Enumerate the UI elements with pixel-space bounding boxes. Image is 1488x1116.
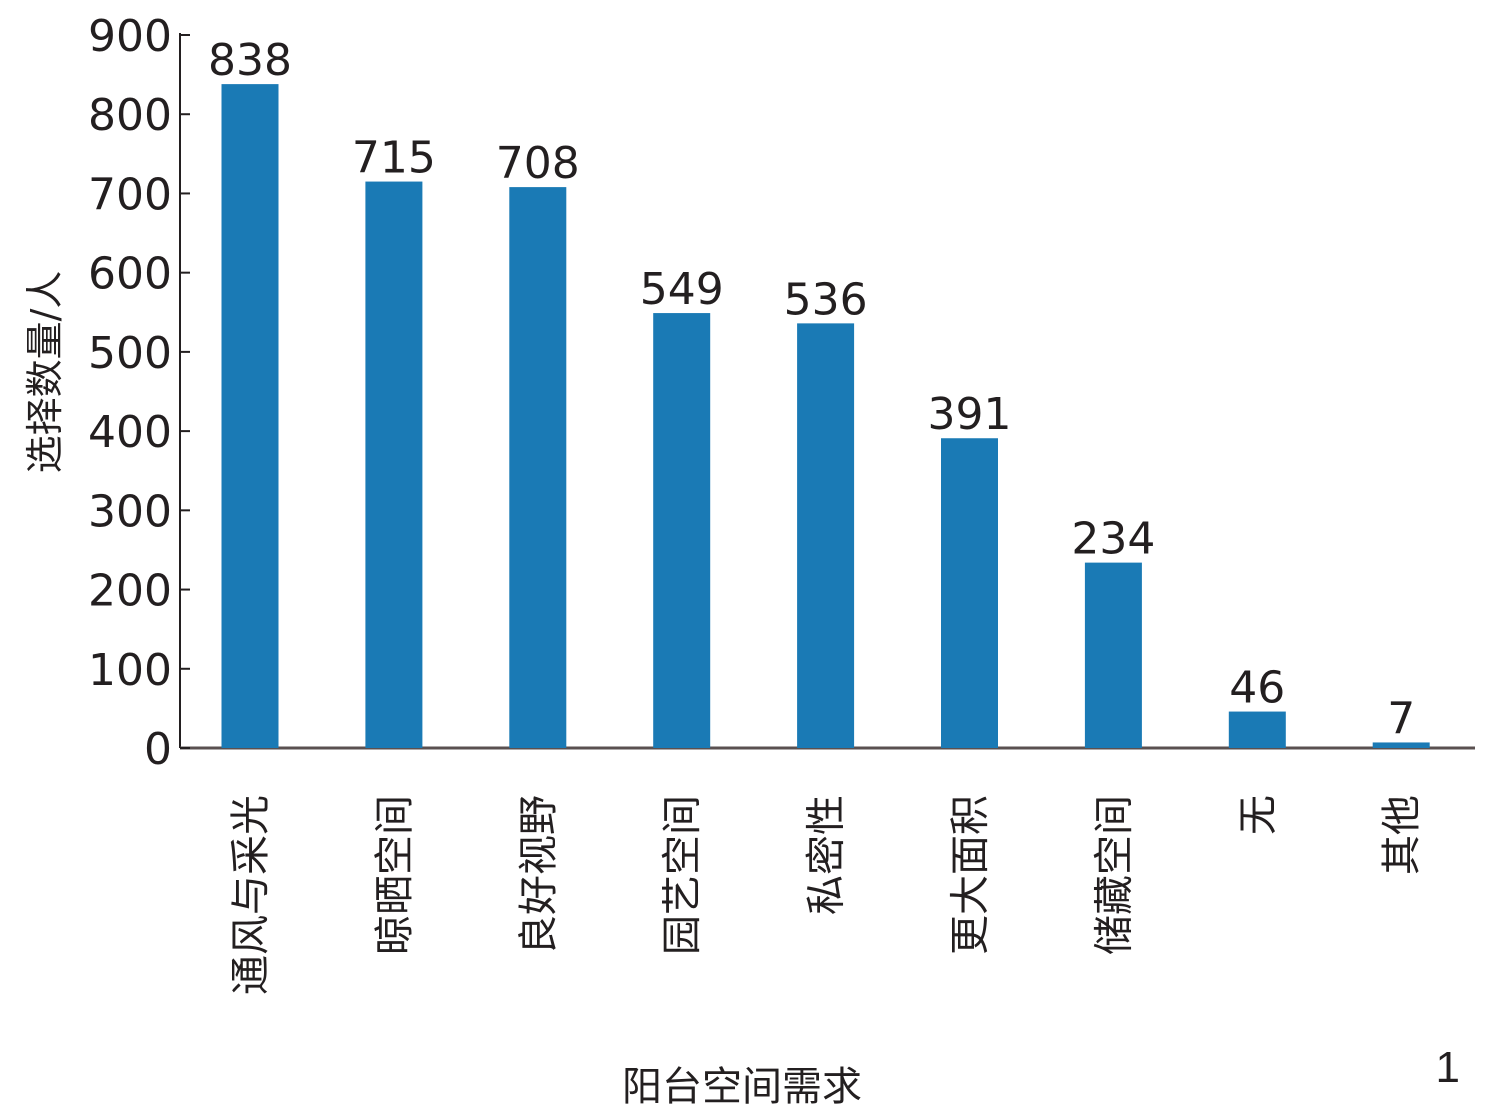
x-tick-label: 通风与采光	[228, 795, 274, 995]
data-label: 549	[640, 264, 724, 315]
data-label: 391	[928, 389, 1012, 440]
data-label: 234	[1071, 514, 1155, 565]
x-tick-label: 无	[1235, 795, 1281, 835]
y-tick-label: 0	[144, 724, 172, 775]
x-tick-label: 更大面积	[948, 795, 994, 955]
bar	[221, 84, 279, 748]
x-tick-label: 储藏空间	[1091, 795, 1137, 955]
data-label: 838	[208, 35, 292, 86]
bar	[1372, 742, 1430, 748]
y-tick-label: 200	[88, 566, 172, 617]
x-tick-label: 私密性	[804, 795, 850, 915]
y-axis-label: 选择数量/人	[23, 271, 67, 474]
data-label: 46	[1229, 663, 1285, 714]
y-tick-label: 300	[88, 486, 172, 537]
y-tick-label: 800	[88, 90, 172, 141]
bar	[941, 438, 998, 748]
bar	[1228, 711, 1286, 748]
bar	[797, 323, 855, 748]
y-tick-label: 100	[88, 645, 172, 696]
x-tick-label: 园艺空间	[660, 795, 706, 955]
bar	[653, 313, 711, 748]
figure-label: 1	[1436, 1043, 1460, 1092]
bar	[509, 187, 567, 748]
y-tick-label: 700	[88, 169, 172, 220]
bar	[1084, 562, 1142, 748]
y-tick-label: 900	[88, 11, 172, 62]
data-label: 536	[784, 274, 868, 325]
x-tick-label: 晾晒空间	[372, 795, 418, 955]
data-label: 715	[352, 133, 436, 184]
x-tick-label: 良好视野	[516, 795, 562, 955]
y-tick-label: 600	[88, 249, 172, 300]
bar	[365, 181, 423, 749]
data-label: 708	[496, 138, 580, 189]
data-label: 7	[1387, 693, 1415, 744]
y-tick-label: 500	[88, 328, 172, 379]
x-tick-label: 其他	[1379, 795, 1425, 875]
y-tick-label: 400	[88, 407, 172, 458]
x-axis-label: 阳台空间需求	[622, 1064, 862, 1110]
